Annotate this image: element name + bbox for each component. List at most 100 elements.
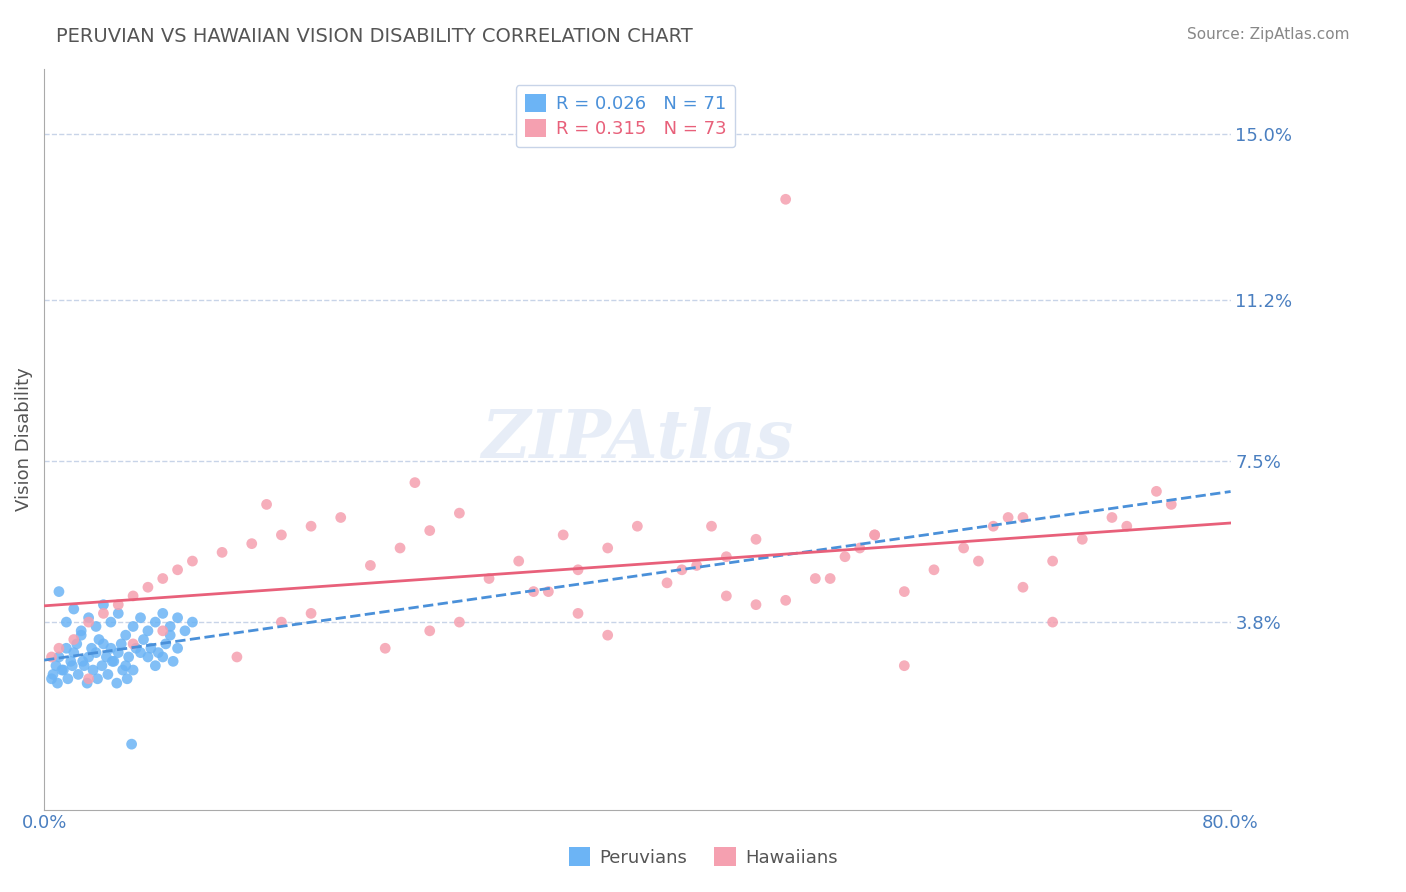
Point <box>136 624 159 638</box>
Point <box>166 611 188 625</box>
Point <box>77 615 100 629</box>
Point <box>52 663 75 677</box>
Point <box>48 584 70 599</box>
Point <box>270 528 292 542</box>
Point <box>51 663 73 677</box>
Point <box>107 598 129 612</box>
Point <box>91 658 114 673</box>
Point <box>87 632 110 647</box>
Point <box>162 654 184 668</box>
Point <box>240 536 263 550</box>
Point <box>567 607 589 621</box>
Point <box>686 558 709 573</box>
Point <box>226 650 249 665</box>
Point <box>152 650 174 665</box>
Point <box>863 528 886 542</box>
Point <box>211 545 233 559</box>
Point <box>125 641 148 656</box>
Point <box>122 663 145 677</box>
Point <box>129 611 152 625</box>
Point <box>114 628 136 642</box>
Point <box>148 646 170 660</box>
Point <box>111 663 134 677</box>
Point <box>114 658 136 673</box>
Point <box>77 672 100 686</box>
Point <box>159 619 181 633</box>
Point <box>93 637 115 651</box>
Point <box>159 628 181 642</box>
Point <box>62 602 84 616</box>
Point <box>745 533 768 547</box>
Point <box>596 541 619 555</box>
Point <box>55 641 77 656</box>
Point <box>62 632 84 647</box>
Point <box>671 563 693 577</box>
Point <box>967 554 990 568</box>
Point <box>1115 519 1137 533</box>
Point <box>1160 497 1182 511</box>
Point <box>404 475 426 490</box>
Point <box>1042 615 1064 629</box>
Point <box>522 584 544 599</box>
Point <box>46 676 69 690</box>
Point <box>700 519 723 533</box>
Point <box>270 615 292 629</box>
Point <box>655 575 678 590</box>
Point <box>60 658 83 673</box>
Point <box>449 506 471 520</box>
Point <box>121 737 143 751</box>
Point <box>72 654 94 668</box>
Point <box>77 650 100 665</box>
Point <box>70 624 93 638</box>
Point <box>745 598 768 612</box>
Point <box>122 589 145 603</box>
Point <box>419 624 441 638</box>
Point <box>804 572 827 586</box>
Point <box>1012 580 1035 594</box>
Point <box>596 628 619 642</box>
Point <box>86 672 108 686</box>
Point <box>70 628 93 642</box>
Point <box>359 558 381 573</box>
Point <box>62 646 84 660</box>
Point <box>299 519 322 533</box>
Point <box>626 519 648 533</box>
Point <box>553 528 575 542</box>
Point <box>329 510 352 524</box>
Point <box>166 563 188 577</box>
Point <box>181 554 204 568</box>
Point <box>419 524 441 538</box>
Legend: R = 0.026   N = 71, R = 0.315   N = 73: R = 0.026 N = 71, R = 0.315 N = 73 <box>516 85 735 147</box>
Point <box>100 641 122 656</box>
Point <box>863 528 886 542</box>
Point <box>77 611 100 625</box>
Point <box>42 667 65 681</box>
Point <box>567 563 589 577</box>
Point <box>997 510 1019 524</box>
Legend: Peruvians, Hawaiians: Peruvians, Hawaiians <box>561 840 845 874</box>
Point <box>56 672 79 686</box>
Point <box>84 646 107 660</box>
Point <box>834 549 856 564</box>
Point <box>41 650 63 665</box>
Point <box>115 672 138 686</box>
Point <box>256 497 278 511</box>
Point <box>96 650 118 665</box>
Point <box>59 654 82 668</box>
Y-axis label: Vision Disability: Vision Disability <box>15 368 32 511</box>
Point <box>45 658 67 673</box>
Point <box>299 607 322 621</box>
Text: ZIPAtlas: ZIPAtlas <box>481 407 793 472</box>
Point <box>1101 510 1123 524</box>
Text: Source: ZipAtlas.com: Source: ZipAtlas.com <box>1187 27 1350 42</box>
Point <box>76 676 98 690</box>
Point <box>66 637 89 651</box>
Point <box>1071 533 1094 547</box>
Point <box>48 641 70 656</box>
Point <box>818 572 841 586</box>
Point <box>80 641 103 656</box>
Point <box>129 646 152 660</box>
Point <box>449 615 471 629</box>
Point <box>893 584 915 599</box>
Point <box>67 667 90 681</box>
